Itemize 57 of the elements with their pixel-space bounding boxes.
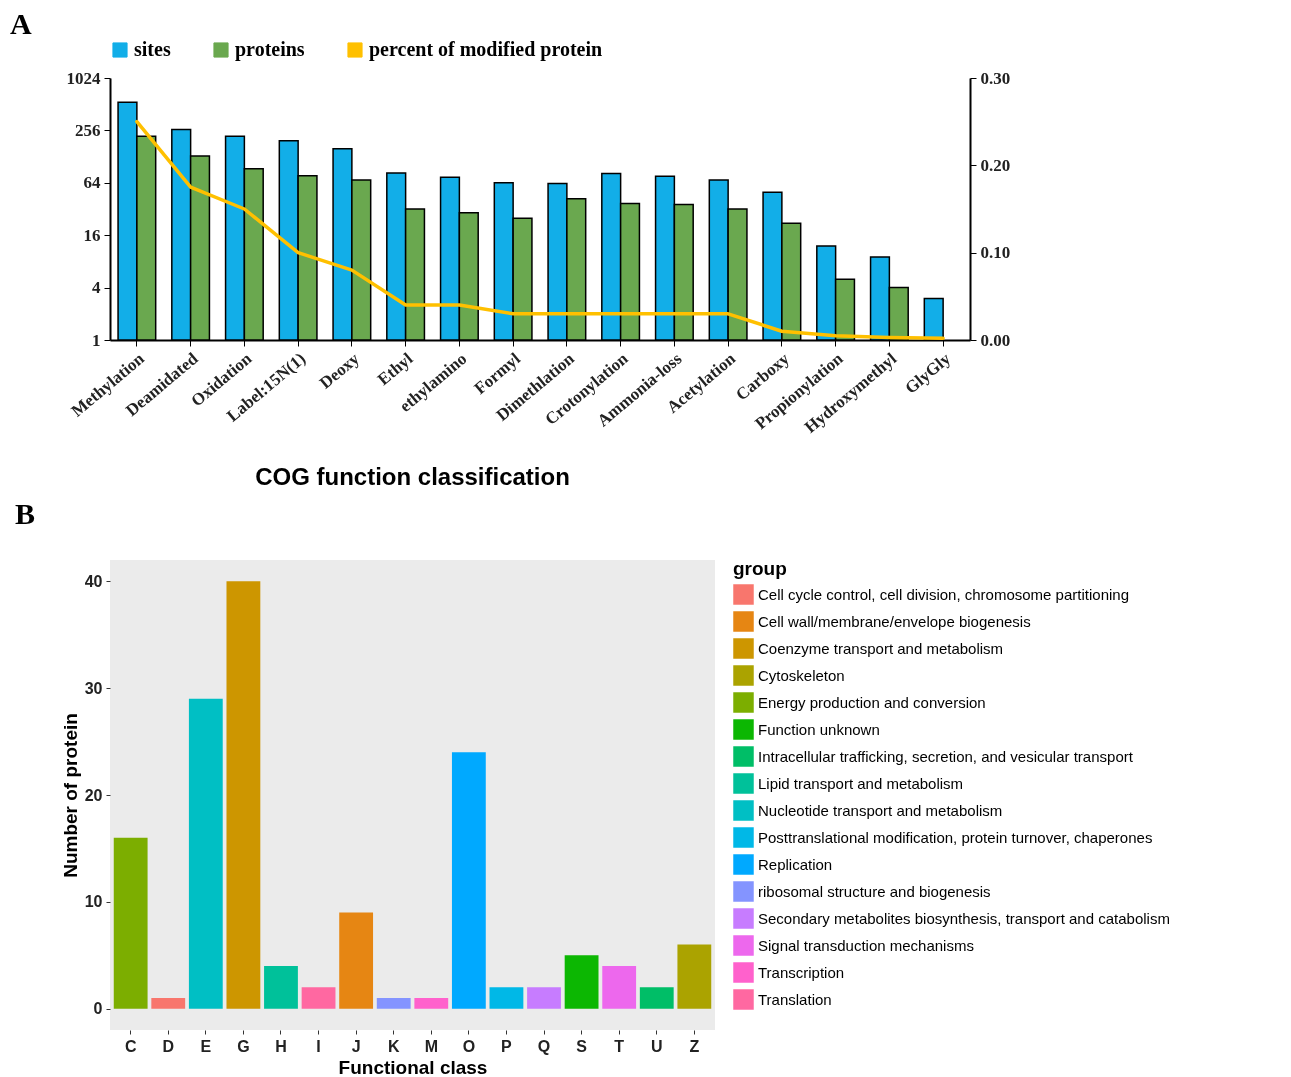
x-axis-title: Functional class [338, 1056, 488, 1077]
x-tick-label: G [237, 1037, 250, 1055]
y-tick-label: 40 [84, 572, 103, 590]
x-tick-label: I [316, 1037, 321, 1055]
x-tick-label: H [275, 1037, 287, 1055]
y-tick-label: 20 [84, 786, 103, 804]
legend-label: Cell wall/membrane/envelope biogenesis [758, 612, 1031, 630]
x-tick-label: O [462, 1037, 476, 1055]
legend-label: Replication [758, 855, 833, 873]
legend-label: Transcription [758, 963, 845, 981]
x-tick-label: E [200, 1037, 212, 1055]
x-tick-label: P [501, 1037, 513, 1055]
legend-label: Lipid transport and metabolism [758, 774, 964, 792]
legend-label: Coenzyme transport and metabolism [758, 639, 1004, 657]
y-tick-label: 256 [75, 120, 101, 140]
y-tick-label: 16 [83, 225, 101, 245]
legend-label: Cell cycle control, cell division, chromosome partitioning [758, 585, 1129, 603]
legend-label: Energy production and conversion [758, 693, 986, 711]
legend-label: Cytoskeleton [758, 666, 845, 684]
legend-label: sites [134, 38, 171, 60]
text: B [15, 497, 36, 530]
y-tick-label: 1024 [66, 68, 101, 88]
y-tick-label: 10 [84, 893, 103, 911]
legend-label: Nucleotide transport and metabolism [758, 801, 1003, 819]
legend-label: proteins [235, 38, 305, 61]
x-tick-label: Q [537, 1037, 551, 1055]
legend-title: group [733, 558, 787, 579]
x-tick-label: C [124, 1037, 137, 1055]
y2-tick-label: 0.30 [980, 68, 1011, 88]
y-tick-label: 1 [92, 330, 101, 350]
y-tick-label: 0 [93, 1000, 103, 1018]
y-tick-label: 64 [83, 173, 101, 193]
y-tick-label: 30 [84, 679, 103, 697]
x-tick-label: K [387, 1037, 400, 1055]
x-tick-label: T [614, 1037, 625, 1055]
y2-tick-label: 0.10 [980, 243, 1011, 263]
legend-label: Intracellular trafficking, secretion, and vesicular transport [758, 747, 1134, 765]
legend-label: Secondary metabolites biosynthesis, transport and catabolism [758, 909, 1170, 927]
x-tick-label: S [576, 1037, 588, 1055]
legend-label: ribosomal structure and biogenesis [758, 882, 991, 900]
x-tick-label: D [162, 1037, 175, 1055]
y-tick-label: 4 [92, 278, 101, 298]
text: A [10, 7, 32, 40]
x-tick-label: U [650, 1037, 663, 1055]
line-series [135, 119, 945, 340]
x-tick-label: J [351, 1037, 361, 1055]
y-axis-title: Number of protein [59, 713, 81, 878]
legend-label: Function unknown [758, 720, 880, 738]
x-tick-label: Z [689, 1037, 700, 1055]
legend-label: Translation [758, 990, 832, 1008]
legend-label: Posttranslational modification, protein turnover, chaperones [758, 828, 1153, 846]
y2-tick-label: 0.20 [980, 155, 1011, 175]
x-tick-label: M [424, 1037, 438, 1055]
legend-label: Signal transduction mechanisms [758, 936, 974, 954]
legend-label: percent of modified protein [369, 38, 603, 61]
chart-title: COG function classification [255, 463, 570, 490]
y2-tick-label: 0.00 [980, 330, 1011, 350]
